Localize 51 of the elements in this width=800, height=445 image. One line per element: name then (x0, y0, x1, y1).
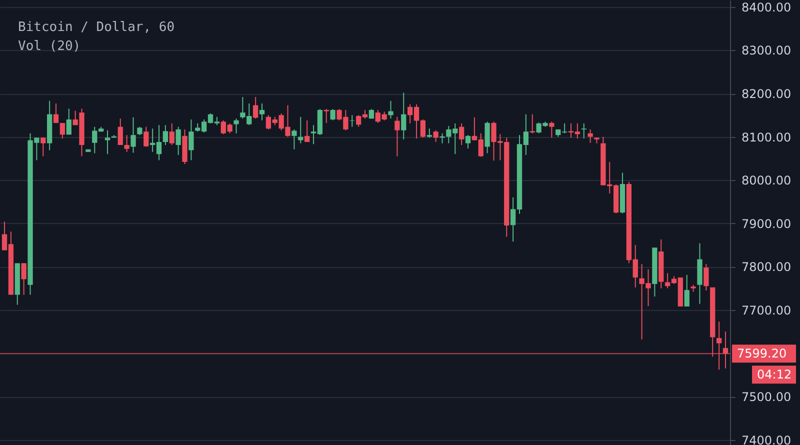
candlestick (162, 124, 168, 146)
y-tick-label: 7500.00 (742, 390, 792, 404)
candlestick (169, 122, 174, 146)
candlestick (484, 121, 490, 154)
candlestick (298, 116, 304, 144)
y-tick-label: 8400.00 (742, 0, 792, 14)
candlestick (401, 92, 406, 140)
y-tick-label: 8100.00 (742, 130, 792, 144)
candlestick (60, 122, 66, 140)
text: 04:12 (757, 368, 792, 382)
candlestick (350, 114, 355, 128)
candlestick (104, 130, 110, 155)
ref-line-label: 7599.20 (737, 346, 787, 361)
candlestick (234, 118, 239, 134)
candlestick (66, 108, 72, 136)
candlestick (130, 116, 136, 154)
text: Bitcoin / Dollar, 60 (18, 20, 175, 35)
candlestick (118, 118, 123, 146)
y-tick-label: 7800.00 (742, 260, 792, 274)
annotation: Vol (20) (18, 39, 81, 54)
candlestick (304, 120, 310, 142)
candlestick (252, 96, 258, 120)
candlestick (388, 100, 394, 120)
y-tick-label: 8300.00 (742, 44, 792, 58)
candlestick (144, 126, 149, 148)
y-tick-label: 7700.00 (742, 303, 792, 318)
candlestick (549, 121, 554, 138)
candlestick (124, 134, 130, 152)
candlestick (21, 262, 26, 296)
candlestick (684, 274, 690, 307)
candlestick (704, 264, 709, 291)
candlestick (458, 122, 464, 146)
candlestick (292, 128, 297, 150)
candlestick (426, 128, 432, 138)
candlestick (176, 126, 181, 156)
candlestick (433, 130, 438, 142)
y-tick-label: 8000.00 (742, 174, 792, 188)
candlestick (588, 128, 593, 144)
candlestick (259, 102, 265, 121)
candlestick (330, 108, 336, 121)
y-tick-label: 7400.00 (742, 433, 792, 445)
candlestick (40, 137, 46, 157)
y-tick-label: 8200.00 (742, 87, 792, 101)
candlestick (530, 114, 535, 134)
candlestick (188, 118, 194, 161)
candlestick (394, 116, 400, 157)
candlestick (465, 134, 471, 149)
candlestick (324, 108, 329, 124)
candlestick (581, 122, 586, 140)
candlestick (53, 102, 59, 124)
y-tick-label: 7900.00 (742, 216, 792, 231)
